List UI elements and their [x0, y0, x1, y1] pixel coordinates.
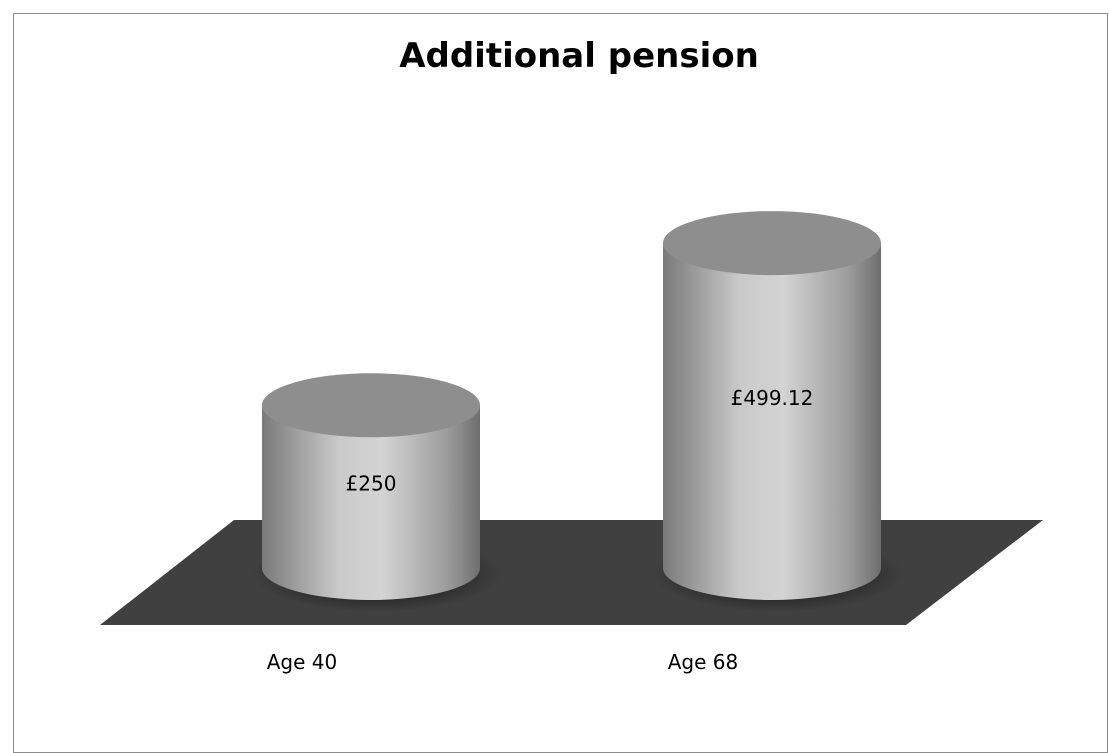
chart-title: Additional pension [399, 36, 759, 76]
data-label-1: £250 [346, 472, 397, 496]
bar-top-1 [262, 373, 480, 438]
chart-frame [13, 13, 1108, 753]
bar-cylinder-1 [262, 405, 480, 600]
data-label-2: £499.12 [731, 386, 814, 410]
category-label-2: Age 68 [668, 650, 739, 674]
bar-cylinder-2 [663, 243, 881, 600]
bar-top-2 [663, 211, 881, 276]
category-label-1: Age 40 [267, 650, 338, 674]
